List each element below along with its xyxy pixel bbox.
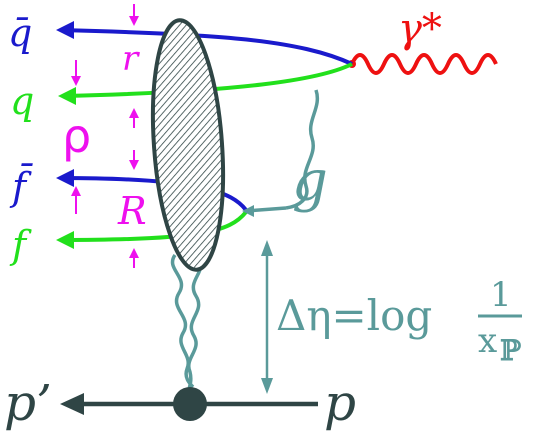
- gamma-star-label: γ*: [398, 6, 442, 52]
- f-label: f: [9, 223, 32, 267]
- qbar-arrow: [56, 21, 74, 39]
- g-gluon-arrow: [242, 205, 254, 217]
- q-line: [61, 62, 353, 98]
- proton-vertex: [173, 387, 207, 421]
- r-marker-bottom-arrow: [129, 108, 139, 118]
- f-arrow: [56, 231, 74, 249]
- hatched-blob: [150, 18, 226, 272]
- q-arrow: [58, 87, 76, 105]
- delta-eta-arrow-bottom: [261, 378, 273, 394]
- rho-marker-top-arrow: [71, 76, 81, 86]
- photon-line: [350, 53, 498, 75]
- r-label: r: [122, 39, 140, 79]
- R-marker-bottom-arrow: [129, 248, 139, 258]
- fraction-denominator: x: [478, 321, 497, 361]
- gluon-left: [170, 253, 195, 389]
- delta-eta-arrow-top: [261, 240, 273, 256]
- g-label: g: [292, 149, 328, 214]
- fbar-arrow: [56, 169, 74, 187]
- fbar-label: f̄: [9, 164, 34, 209]
- fraction-subscript: ℙ: [500, 334, 521, 367]
- q-label: q: [10, 79, 34, 123]
- proton-arrow: [60, 393, 84, 415]
- r-marker-top-arrow: [129, 16, 139, 26]
- gluon-right: [186, 256, 203, 393]
- p-prime-label: p’: [4, 374, 52, 432]
- delta-eta-label: Δη=log: [276, 291, 432, 340]
- gluon-upper: [285, 89, 320, 210]
- p-label: p: [324, 374, 356, 432]
- fraction-numerator: 1: [490, 275, 512, 315]
- rho-label: ρ: [62, 109, 91, 163]
- qbar-line: [59, 28, 353, 66]
- qbar-label: q̄: [8, 11, 32, 55]
- R-marker-top-arrow: [129, 160, 139, 170]
- R-label: R: [117, 189, 147, 233]
- rho-marker-bottom-arrow: [71, 186, 81, 196]
